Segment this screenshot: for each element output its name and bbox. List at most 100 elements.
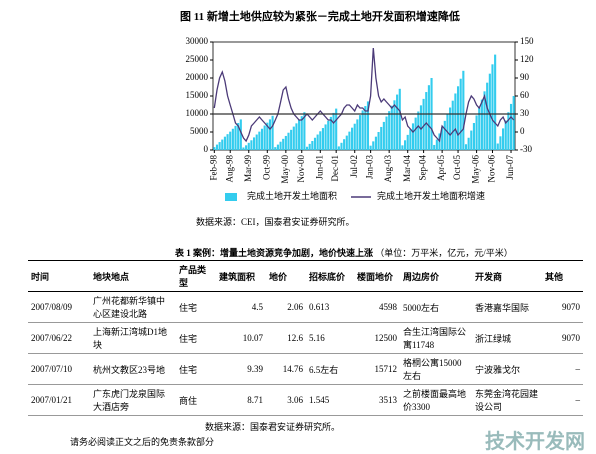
bar <box>305 146 309 150</box>
bar <box>258 131 261 150</box>
table-cell: 住宅 <box>176 353 216 385</box>
bar <box>340 142 343 150</box>
bar <box>369 145 372 150</box>
table-cell: 2007/07/10 <box>28 353 90 385</box>
x-tick-label: May-06 <box>471 155 481 184</box>
bar <box>462 70 465 150</box>
table-cell: – <box>542 353 583 385</box>
bar <box>472 123 475 150</box>
bar <box>276 144 279 150</box>
bar <box>245 145 248 150</box>
table-cell: 12500 <box>354 322 400 354</box>
bar <box>292 126 295 150</box>
bar <box>478 107 481 150</box>
table-cell: 广州花都新华镇中心区建设北路 <box>90 291 176 323</box>
bar <box>483 91 486 150</box>
bar <box>456 86 460 150</box>
bar <box>255 134 258 150</box>
header-cell: 周边房价 <box>400 260 472 292</box>
bar <box>496 143 499 150</box>
bar <box>295 123 298 150</box>
header-cell: 产品类型 <box>176 260 216 292</box>
bar <box>274 147 277 150</box>
bar <box>433 144 436 150</box>
table-cell: 14.76 <box>266 353 306 385</box>
x-tick-label: Aug-98 <box>224 155 234 183</box>
bar <box>409 129 412 150</box>
x-tick-label: Mar-99 <box>243 155 253 182</box>
header-cell: 楼面地价 <box>354 260 400 292</box>
bar <box>327 120 330 150</box>
x-tick-label: Sep-04 <box>418 155 428 181</box>
bar <box>242 147 245 150</box>
bar <box>345 135 348 150</box>
bar <box>396 94 399 150</box>
table-cell: – <box>542 384 583 416</box>
header-cell: 建筑面积 <box>216 260 266 292</box>
header-cell: 时间 <box>28 260 90 292</box>
bar <box>213 147 216 150</box>
x-tick-label: Oct-05 <box>452 155 462 180</box>
bar <box>316 134 319 150</box>
bar <box>374 136 377 150</box>
bar <box>321 128 324 150</box>
x-tick-label: Oct-99 <box>261 155 271 180</box>
bar <box>234 125 237 150</box>
bar <box>351 127 354 150</box>
bar <box>237 123 240 150</box>
x-tick-label: Jun-07 <box>505 155 515 180</box>
bar <box>271 115 274 150</box>
header-row: 时间 地块地点 产品类型 建筑面积 地价 招标底价 楼面地价 周边房价 开发商 其他 <box>28 260 583 292</box>
bar <box>422 98 425 150</box>
table-cell: 4.5 <box>216 291 266 323</box>
bar <box>335 108 338 150</box>
table-cell: 合生江湾国际公寓11748 <box>400 322 472 354</box>
bar <box>253 137 256 150</box>
bar <box>441 127 444 150</box>
footer: 请务必阅读正文之后的免责条款部分 <box>70 437 215 447</box>
table-cell: 广东虎门龙泉国际大酒店旁 <box>90 384 176 416</box>
table-row: 2007/07/10 杭州文教区23号地 住宅 9.39 14.76 6.5左右 15712… <box>28 353 583 385</box>
bar <box>401 145 404 150</box>
x-tick-label: Nov-00 <box>296 155 306 183</box>
bar <box>221 139 224 150</box>
y2-tick-label: 0 <box>520 126 525 136</box>
bar <box>475 115 478 150</box>
bar <box>470 130 473 150</box>
table-title: 表 1 案例：增量土地资源竞争加剧，地价快速上涨 （单位：万平米，亿元，元/平米… <box>175 246 513 259</box>
bar <box>385 116 388 150</box>
table-cell: 9070 <box>542 322 583 354</box>
table-cell: 8.71 <box>216 384 266 416</box>
bar <box>361 110 364 150</box>
bar <box>454 93 457 150</box>
header-cell: 其他 <box>542 260 583 292</box>
bar <box>372 141 375 150</box>
bar <box>223 136 226 150</box>
bar <box>298 119 301 150</box>
line <box>213 47 515 143</box>
bar <box>215 144 219 150</box>
table-row: 2007/08/09 广州花都新华镇中心区建设北路 住宅 4.5 2.06 0.613 45… <box>28 291 583 323</box>
bar <box>303 112 306 150</box>
y2-tick-label: 60 <box>520 90 530 100</box>
bar <box>356 119 359 150</box>
bar <box>464 144 468 150</box>
bar <box>358 115 362 150</box>
bar <box>382 121 385 150</box>
table-cell: 之前楼面最高地价3300 <box>400 384 472 416</box>
y-tick-label: 30000 <box>186 36 209 46</box>
bar <box>393 100 396 150</box>
bar <box>343 139 346 150</box>
bar <box>353 123 356 150</box>
table-cell: 住宅 <box>176 322 216 354</box>
bar <box>348 131 351 150</box>
bar <box>268 119 272 150</box>
bar <box>494 54 497 150</box>
x-tick-label: Jan-03 <box>365 155 375 179</box>
bar <box>467 137 470 150</box>
figure-title: 图 11 新增土地供应较为紧张－完成土地开发面积增速降低 <box>180 11 460 23</box>
bar <box>329 116 332 150</box>
x-tick-label: Apr-05 <box>436 155 446 181</box>
table-source: 数据来源：国泰君安证券研究所。 <box>205 422 341 432</box>
x-tick-label: Mar-04 <box>402 155 412 182</box>
